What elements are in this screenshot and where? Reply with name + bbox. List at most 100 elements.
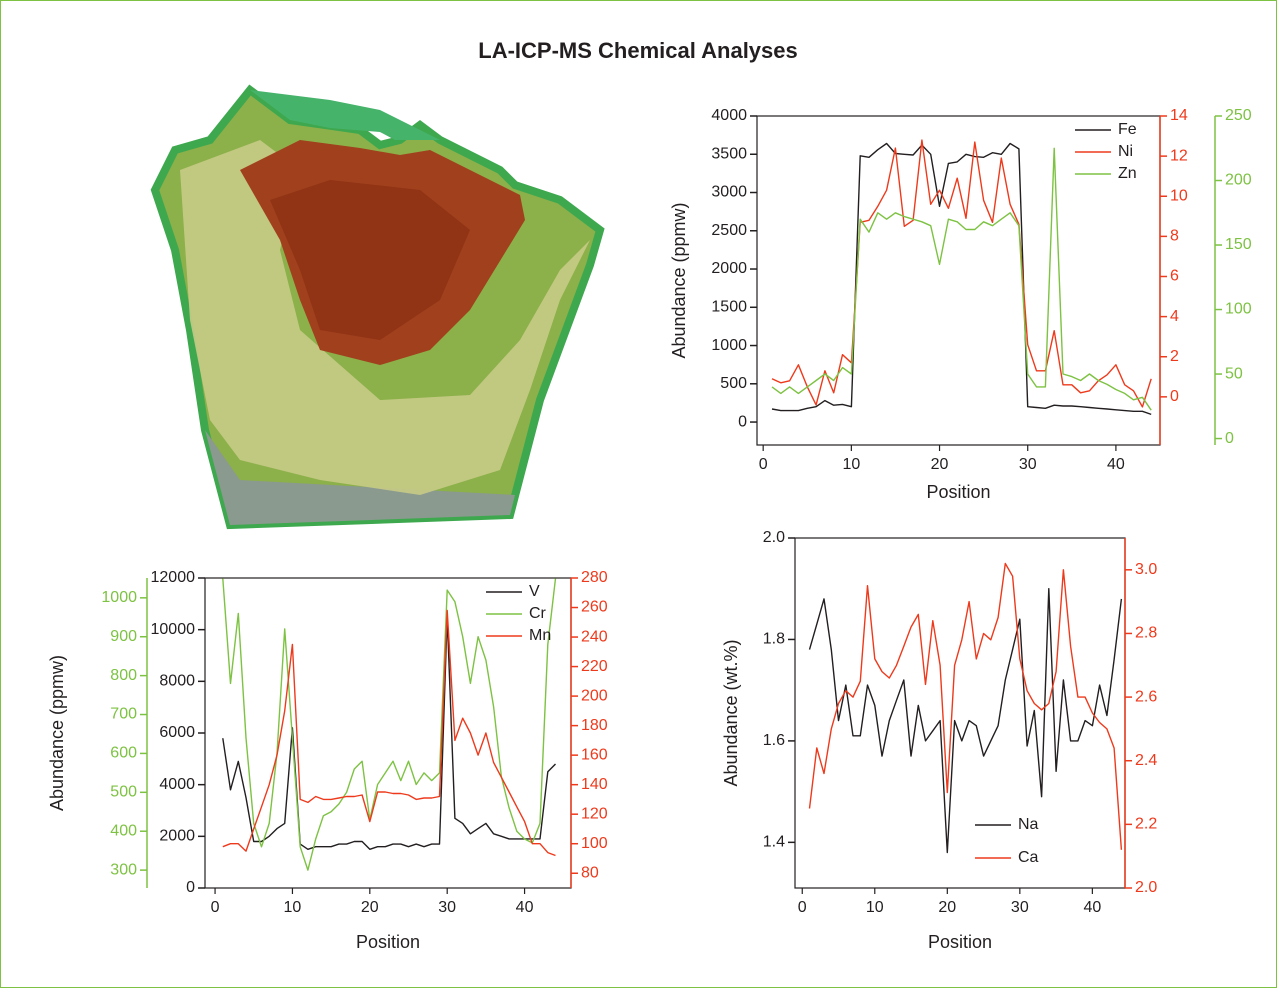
y-tick-label: 1.6 [763, 732, 785, 749]
y-tick-label: 200 [1225, 172, 1252, 189]
data-line [771, 139, 1152, 408]
legend-label: V [529, 583, 540, 600]
data-line [771, 142, 1152, 416]
x-tick-label: 10 [866, 899, 884, 916]
y-tick-label: 2.0 [1135, 879, 1157, 896]
legend-label: Zn [1118, 165, 1137, 182]
y-tick-label: 2 [1170, 348, 1179, 365]
y-tick-label: 150 [1225, 236, 1252, 253]
y-tick-label: 300 [110, 861, 137, 878]
y-tick-label: 8 [1170, 228, 1179, 245]
y-tick-label: 1000 [101, 589, 137, 606]
y-tick-label: 2500 [711, 222, 747, 239]
y-axis-title: Abundance (ppmw) [47, 655, 67, 811]
y-tick-label: 10000 [151, 621, 196, 638]
y-tick-label: 240 [581, 628, 608, 645]
x-tick-label: 40 [516, 899, 534, 916]
plot-panel: 0 10 20 30 40 Position 0 2000 4000 6000 8000 10000 1… [47, 569, 608, 952]
y-tick-label: 280 [581, 569, 608, 586]
y-tick-label: 140 [581, 776, 608, 793]
y-tick-label: 500 [720, 375, 747, 392]
y-tick-label: 900 [110, 628, 137, 645]
x-tick-label: 20 [938, 899, 956, 916]
y-tick-label: 4000 [159, 776, 195, 793]
x-axis-title: Position [356, 932, 420, 952]
y-tick-label: 1.8 [763, 631, 785, 648]
y-tick-label: 2000 [711, 260, 747, 277]
y-tick-label: 0 [1225, 430, 1234, 447]
y-tick-label: 100 [1225, 301, 1252, 318]
y-tick-label: 1.4 [763, 834, 785, 851]
y-tick-label: 12 [1170, 147, 1188, 164]
y-tick-label: 2.8 [1135, 625, 1157, 642]
data-line [222, 609, 556, 857]
y-tick-label: 6000 [159, 724, 195, 741]
plot-panel: 0 10 20 30 40 Position 1.4 1.6 1.8 2.0 2.0 2.2 2.4 2.… [721, 529, 1158, 952]
y-tick-label: 120 [581, 805, 608, 822]
y-tick-label: 250 [1225, 107, 1252, 124]
data-line [222, 578, 557, 871]
figure-title: LA-ICP-MS Chemical Analyses [478, 38, 798, 63]
x-tick-label: 30 [1011, 899, 1029, 916]
y-tick-label: 4000 [711, 107, 747, 124]
x-axis-title: Position [928, 932, 992, 952]
y-tick-label: 700 [110, 706, 137, 723]
y-tick-label: 3500 [711, 145, 747, 162]
y-tick-label: 3000 [711, 184, 747, 201]
y-tick-label: 80 [581, 864, 599, 881]
y-tick-label: 6 [1170, 268, 1179, 285]
y-tick-label: 0 [1170, 388, 1179, 405]
y-axis-title: Abundance (ppmw) [669, 202, 689, 358]
y-tick-label: 180 [581, 717, 608, 734]
y-tick-label: 260 [581, 599, 608, 616]
y-tick-label: 2.6 [1135, 688, 1157, 705]
x-tick-label: 0 [211, 899, 220, 916]
y-tick-label: 500 [110, 784, 137, 801]
legend-label: Na [1018, 816, 1039, 833]
y-tick-label: 200 [581, 687, 608, 704]
x-tick-label: 40 [1083, 899, 1101, 916]
x-tick-label: 20 [361, 899, 379, 916]
y-tick-label: 2.4 [1135, 752, 1157, 769]
data-line [222, 616, 556, 850]
data-line [808, 588, 1123, 854]
x-tick-label: 10 [842, 456, 860, 473]
y-tick-label: 0 [738, 413, 747, 430]
y-tick-label: 10 [1170, 187, 1188, 204]
x-tick-label: 30 [1019, 456, 1037, 473]
y-tick-label: 800 [110, 667, 137, 684]
x-tick-label: 0 [798, 899, 807, 916]
data-line [808, 562, 1123, 850]
y-tick-label: 2.0 [763, 529, 785, 546]
data-line [771, 147, 1152, 411]
y-tick-label: 220 [581, 658, 608, 675]
y-axis-title: Abundance (wt.%) [721, 639, 741, 786]
y-tick-label: 4 [1170, 308, 1179, 325]
x-tick-label: 10 [284, 899, 302, 916]
y-tick-label: 400 [110, 822, 137, 839]
y-tick-label: 160 [581, 746, 608, 763]
y-tick-label: 12000 [151, 569, 196, 586]
y-tick-label: 1000 [711, 337, 747, 354]
legend-label: Cr [529, 605, 547, 622]
legend-label: Ni [1118, 143, 1133, 160]
x-axis-title: Position [926, 482, 990, 502]
y-tick-label: 100 [581, 835, 608, 852]
x-tick-label: 0 [759, 456, 768, 473]
legend-label: Fe [1118, 121, 1137, 138]
y-tick-label: 0 [186, 879, 195, 896]
y-tick-label: 3.0 [1135, 561, 1157, 578]
x-tick-label: 20 [931, 456, 949, 473]
x-tick-label: 40 [1107, 456, 1125, 473]
plot-panel: 0 10 20 30 40Position05001000150020002500300… [669, 107, 1252, 502]
y-tick-label: 50 [1225, 365, 1243, 382]
crystal-photo [150, 84, 605, 530]
y-tick-label: 8000 [159, 673, 195, 690]
y-tick-label: 2000 [159, 828, 195, 845]
y-tick-label: 600 [110, 745, 137, 762]
y-tick-label: 1500 [711, 298, 747, 315]
x-tick-label: 30 [438, 899, 456, 916]
y-tick-label: 14 [1170, 107, 1188, 124]
legend-label: Mn [529, 627, 551, 644]
